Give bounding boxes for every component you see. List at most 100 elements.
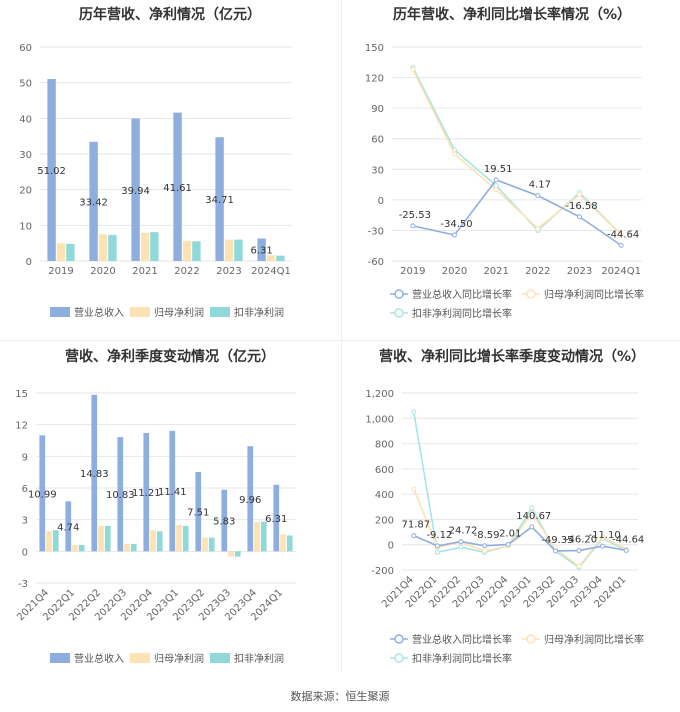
bar <box>276 255 285 261</box>
series-line <box>412 69 622 236</box>
chart-title: 历年营收、净利同比增长率情况（%） <box>392 7 632 23</box>
x-tick-label: 2019 <box>48 266 73 277</box>
data-label: 6.31 <box>265 514 287 525</box>
data-point <box>434 543 440 549</box>
bar <box>46 531 52 552</box>
data-label: -44.64 <box>612 534 644 545</box>
series-line <box>413 488 627 568</box>
data-label: 5.83 <box>213 517 235 528</box>
x-tick-label: 2022 <box>525 266 550 277</box>
data-label: 33.42 <box>79 197 108 208</box>
legend-label: 扣非净利润同比增长率 <box>412 307 512 320</box>
series-line <box>412 179 622 247</box>
quarterly-revenue-profit-panel: 营收、净利季度变动情况（亿元） -3 0 3 6 9 12 15 2021Q4 2022Q1 20… <box>0 342 340 682</box>
legend-label: 营业总收入 <box>74 306 124 319</box>
y-tick-label: 10 <box>19 221 32 232</box>
y-tick-label: 40 <box>19 114 32 125</box>
data-point <box>529 510 535 516</box>
data-label: -8.59 <box>474 530 500 541</box>
annual-bar-chart: 0 10 20 30 40 50 60 2019 2020 2021 2022 2023 2024Q1 5… <box>19 43 292 319</box>
legend-label: 扣非净利润 <box>234 306 284 319</box>
data-label: 4.74 <box>57 522 79 533</box>
y-tick-label: 3 <box>22 516 28 527</box>
y-tick-label: 30 <box>19 150 32 161</box>
x-tick-label: 2023 <box>216 266 241 277</box>
data-point <box>411 409 417 415</box>
legend-swatch <box>210 307 230 317</box>
data-label: -11.10 <box>588 530 620 541</box>
data-label: 51.02 <box>37 166 66 177</box>
bar <box>260 521 267 552</box>
y-tick-label: 50 <box>19 79 32 90</box>
legend-marker <box>394 289 404 299</box>
x-tick-label: 2024Q1 <box>601 266 641 277</box>
y-tick-label: -200 <box>371 566 394 577</box>
data-point <box>410 66 416 72</box>
bar <box>98 234 108 261</box>
bar <box>150 232 159 261</box>
quarterly-growth-panel: 营收、净利同比增长率季度变动情况（%） -200 0 200 400 600 800 1,0… <box>342 342 680 682</box>
data-point <box>410 223 416 229</box>
y-tick-label: 0 <box>388 541 394 552</box>
y-tick-label: 400 <box>375 490 394 501</box>
legend-swatch <box>50 307 70 317</box>
y-tick-label: 150 <box>365 43 384 54</box>
legend-label: 营业总收入 <box>74 652 124 665</box>
chart-title: 营收、净利同比增长率季度变动情况（%） <box>378 349 646 365</box>
data-point <box>552 548 558 554</box>
series-line <box>413 525 627 552</box>
bar <box>124 543 130 552</box>
legend-label: 归母净利润 <box>154 306 204 319</box>
data-label: 9.96 <box>239 495 261 506</box>
data-point <box>493 187 499 193</box>
data-point <box>600 543 606 549</box>
bar <box>130 543 137 552</box>
y-tick-label: 12 <box>15 421 28 432</box>
bar <box>66 243 75 261</box>
data-label: -25.53 <box>399 210 431 221</box>
data-point <box>618 232 624 238</box>
x-tick-label: 2021 <box>483 266 508 277</box>
y-tick-label: 0 <box>26 257 32 268</box>
data-source-note: 数据来源：恒生聚源 <box>290 690 390 703</box>
data-label: 71.87 <box>401 520 430 531</box>
bar <box>156 531 163 552</box>
data-label: -49.35 <box>541 535 573 546</box>
data-point <box>452 232 457 238</box>
bar <box>195 472 202 552</box>
bar <box>169 430 176 552</box>
data-point <box>493 183 499 189</box>
data-label: -9.12 <box>426 530 452 541</box>
bar <box>140 232 150 261</box>
data-point <box>535 193 541 199</box>
data-label: 4.17 <box>529 180 551 191</box>
legend-swatch <box>50 653 70 663</box>
bar <box>182 526 189 552</box>
data-point <box>577 192 582 198</box>
data-label: 41.61 <box>163 183 192 194</box>
data-point <box>434 549 440 555</box>
bar <box>234 239 243 261</box>
bar <box>208 537 215 552</box>
data-point <box>411 533 417 539</box>
data-label: 11.41 <box>158 487 187 498</box>
bar <box>150 530 156 552</box>
y-tick-label: 15 <box>15 389 28 400</box>
bar <box>224 239 234 261</box>
x-tick-label: 2023 <box>567 266 592 277</box>
bar <box>273 484 280 552</box>
bar <box>254 521 260 552</box>
bar <box>228 551 234 557</box>
y-tick-label: 600 <box>375 465 394 476</box>
y-tick-label: 6 <box>22 484 28 495</box>
annual-line-chart: -60 -30 0 30 60 90 120 150 2019 2020 2021 2022 2023 2… <box>365 43 644 320</box>
legend-marker <box>526 634 536 644</box>
data-point <box>458 544 464 550</box>
legend-label: 归母净利润 <box>154 652 204 665</box>
bar <box>117 437 124 552</box>
data-point <box>482 548 488 554</box>
bar <box>234 551 241 557</box>
legend-marker <box>526 289 536 299</box>
y-tick-label: 20 <box>19 186 32 197</box>
bar <box>104 526 111 552</box>
